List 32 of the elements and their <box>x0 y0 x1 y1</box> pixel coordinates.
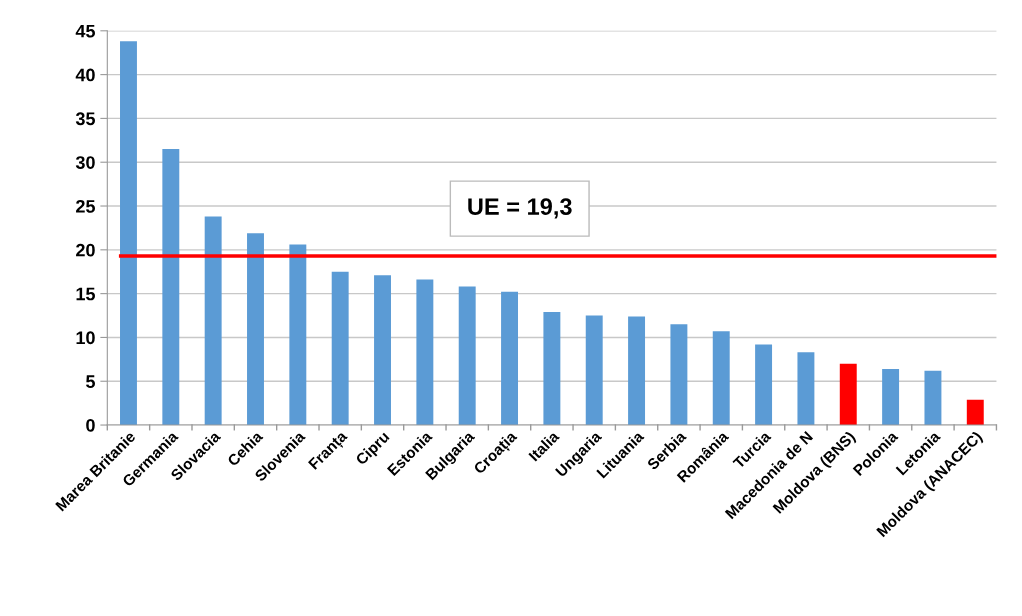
bar <box>501 291 519 426</box>
y-tick-label: 30 <box>75 156 95 169</box>
y-tick-label: 0 <box>86 418 95 432</box>
bar <box>924 370 942 426</box>
bar <box>585 315 603 426</box>
bar <box>755 344 773 426</box>
y-tick-label: 45 <box>75 24 95 38</box>
bar <box>797 352 815 426</box>
bar <box>416 279 434 426</box>
bar <box>628 316 646 426</box>
bar <box>966 399 984 426</box>
bar <box>670 324 688 426</box>
y-tick-label: 5 <box>86 375 95 388</box>
bar <box>712 331 730 426</box>
y-tick-label: 15 <box>76 287 95 301</box>
y-tick-label: 25 <box>76 199 95 213</box>
bar <box>204 216 222 426</box>
bar <box>331 271 349 426</box>
bar <box>289 244 307 426</box>
bar <box>120 41 137 426</box>
bar <box>543 312 561 426</box>
bar <box>162 149 180 426</box>
y-tick-label: 20 <box>76 243 95 257</box>
bar <box>458 286 476 426</box>
ref-line-label: UE = 19,3 <box>468 198 572 219</box>
bar <box>247 233 264 426</box>
y-tick-label: 40 <box>75 68 95 82</box>
bar <box>882 368 900 426</box>
bar <box>374 275 391 426</box>
y-tick-label: 35 <box>75 112 95 126</box>
bar <box>839 363 857 426</box>
y-tick-label: 10 <box>76 331 95 345</box>
